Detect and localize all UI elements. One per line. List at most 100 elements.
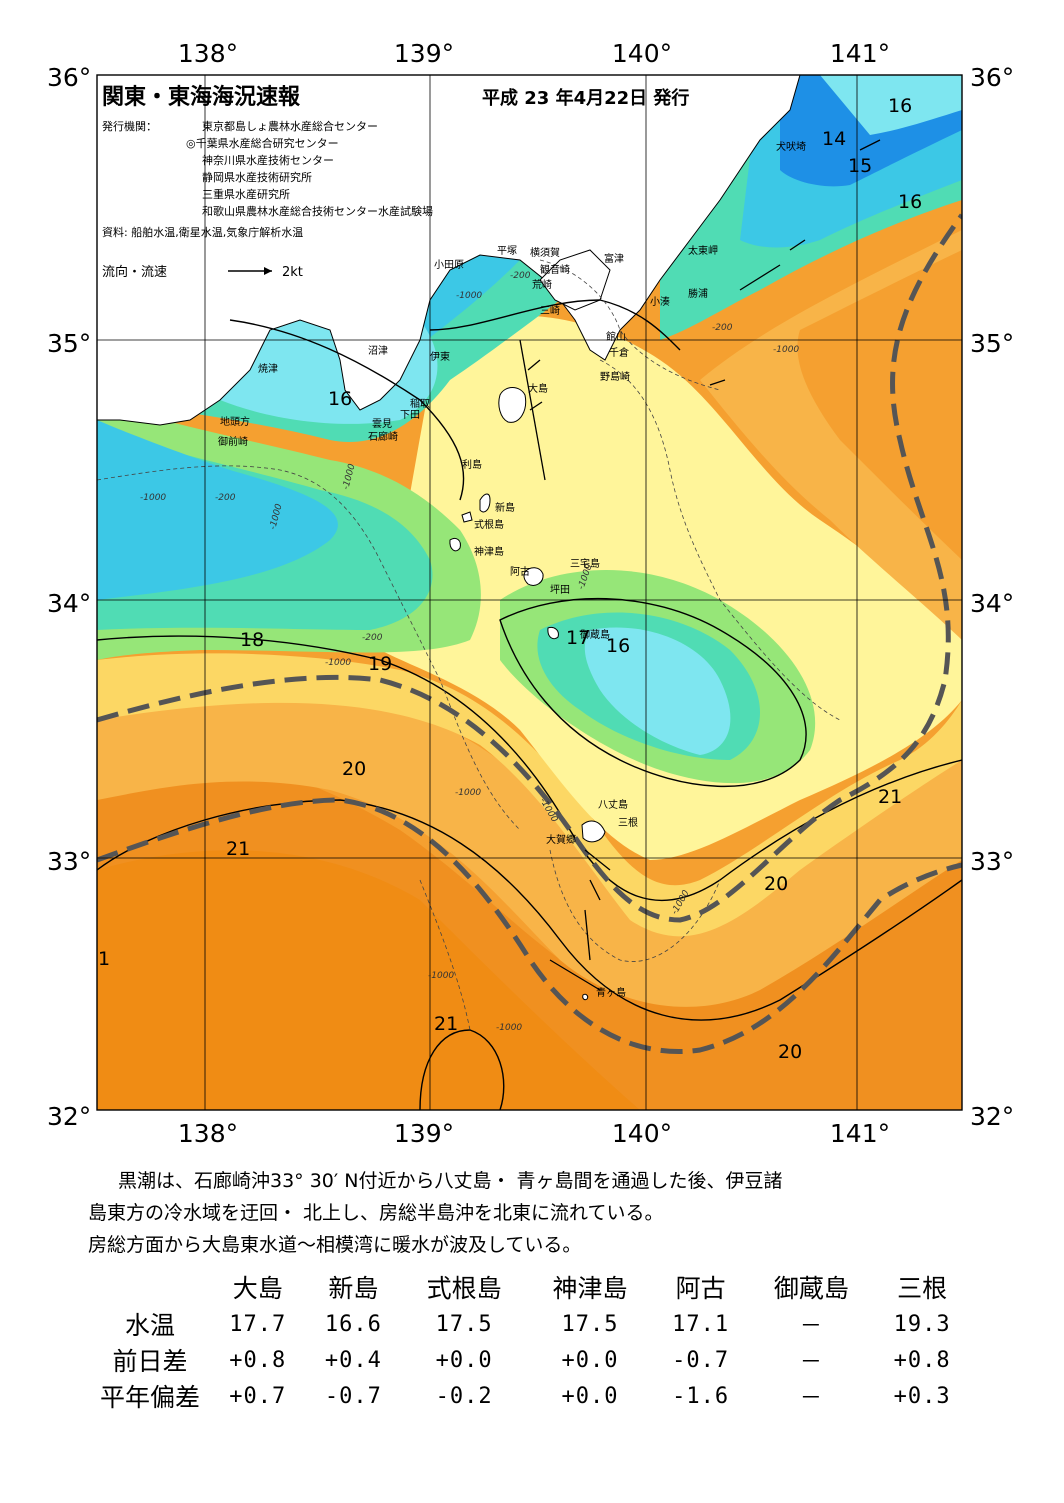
depth-label: -200 (712, 323, 733, 333)
place-names: 犬吠埼 太東岬 勝浦 小湊 富津 横須賀 観音崎 荒崎 平塚 小田原 三崎 館山… (218, 140, 806, 999)
place-label: 三根 (618, 816, 638, 829)
place-label: 下田 (400, 410, 420, 421)
place-label: 焼津 (258, 363, 278, 375)
column-header: 阿古 (675, 1274, 726, 1303)
commentary-line-3: 房総方面から大島東水道～相模湾に暖水が波及している。 (88, 1234, 582, 1256)
commentary-line-1: 黒潮は、石廊崎沖33° 30′ N付近から八丈島・ 青ヶ島間を通過した後、伊豆諸 (118, 1170, 783, 1192)
table-cell: +0.0 (561, 1347, 619, 1373)
row-header: 前日差 (112, 1347, 188, 1376)
issuer-label: 発行機関： (102, 119, 157, 133)
place-label: 犬吠埼 (776, 140, 806, 153)
lat-label-32-left: 32° (47, 1102, 91, 1131)
table-row: 平年偏差 +0.7 -0.7 -0.2 +0.0 -1.6 － +0.3 (90, 1378, 970, 1414)
table-cell: 17.5 (561, 1311, 619, 1337)
table-corner (90, 1268, 210, 1306)
lat-label-35-left: 35° (47, 329, 91, 358)
depth-label: -1000 (140, 493, 166, 503)
table-cell: － (799, 1350, 823, 1375)
lat-lon-grid (97, 75, 962, 1110)
table-cell: 19.3 (893, 1311, 951, 1337)
current-legend-label: 流向・流速 (102, 264, 167, 280)
place-label: 新島 (495, 501, 515, 514)
lat-label-36-right: 36° (970, 63, 1014, 92)
current-vectors (519, 139, 881, 991)
column-header: 三根 (897, 1274, 948, 1303)
sea-temperature-map: 138° 139° 140° 141° 138° 139° 140° 141° … (47, 39, 1014, 1148)
lat-label-32-right: 32° (970, 1102, 1014, 1131)
table-cell: +0.3 (893, 1383, 951, 1409)
kuroshio-axis (97, 213, 962, 1054)
data-sources: 資料: 船舶水温,衛星水温,気象庁解析水温 (102, 225, 303, 239)
table-cell: -0.2 (435, 1383, 493, 1409)
table-cell: +0.8 (893, 1347, 951, 1373)
column-header: 新島 (328, 1274, 379, 1303)
depth-label: -1000 (455, 788, 481, 798)
issuer-2: ◎千葉県水産総合研究センター (186, 136, 339, 150)
issuer-4: 静岡県水産技術研究所 (202, 170, 312, 184)
place-label: 横須賀 (530, 246, 560, 259)
depth-label: -1000 (773, 345, 799, 355)
column-header: 御蔵島 (773, 1274, 849, 1303)
lon-label-140-bottom: 140° (612, 1119, 672, 1148)
place-label: 太東岬 (688, 244, 718, 257)
longitude-labels: 138° 139° 140° 141° 138° 139° 140° 141° (178, 39, 890, 1148)
table-cell: -0.7 (672, 1347, 730, 1373)
isotherm-label: 16 (888, 95, 912, 117)
place-label: 坪田 (550, 583, 570, 596)
table-header-row: 大島 新島 式根島 神津島 阿古 御蔵島 三根 (90, 1268, 970, 1306)
land (97, 75, 801, 1001)
isotherms (97, 299, 962, 1110)
place-label: 石廊崎 (368, 430, 398, 443)
lon-label-140-top: 140° (612, 39, 672, 68)
place-label: 平塚 (497, 245, 517, 257)
place-label: 千倉 (609, 346, 629, 359)
table-cell: -1.6 (672, 1383, 730, 1409)
lon-label-141-bottom: 141° (830, 1119, 890, 1148)
lat-label-34-left: 34° (47, 589, 91, 618)
depth-label: -200 (510, 271, 531, 281)
lon-label-138-top: 138° (178, 39, 238, 68)
lat-label-33-right: 33° (970, 847, 1014, 876)
depth-label: -1000 (428, 971, 454, 981)
island-temperature-table: 大島 新島 式根島 神津島 阿古 御蔵島 三根 水温 17.7 16.6 17.… (90, 1268, 970, 1414)
table-cell: +0.8 (229, 1347, 287, 1373)
place-label: 八丈島 (598, 798, 628, 811)
depth-label: -1000 (325, 658, 351, 668)
map-header: 関東・東海海況速報 平成 23 年4月22日 発行 発行機関： 東京都島しょ農林… (102, 84, 689, 280)
isotherm-label: 21 (434, 1013, 458, 1035)
place-label: 利島 (462, 458, 482, 471)
isotherm-label: 16 (328, 388, 352, 410)
isotherm-label: 16 (898, 191, 922, 213)
table-cell: 16.6 (324, 1311, 382, 1337)
place-label: 三崎 (540, 304, 560, 317)
commentary-line-2: 島東方の冷水域を迂回・ 北上し、房総半島沖を北東に流れている。 (88, 1202, 664, 1224)
place-label: 地頭方 (220, 415, 250, 428)
place-label: 式根島 (474, 518, 504, 531)
depth-label: -200 (215, 493, 236, 503)
lat-label-34-right: 34° (970, 589, 1014, 618)
lon-label-139-top: 139° (394, 39, 454, 68)
table-cell: 17.5 (435, 1311, 493, 1337)
lon-label-139-bottom: 139° (394, 1119, 454, 1148)
table-cell: － (799, 1314, 823, 1339)
place-label: 雲見 (372, 418, 392, 430)
place-label: 三宅島 (570, 557, 600, 570)
lat-label-36-left: 36° (47, 63, 91, 92)
table-row: 前日差 +0.8 +0.4 +0.0 +0.0 -0.7 － +0.8 (90, 1342, 970, 1378)
depth-label: -1000 (456, 291, 482, 301)
latitude-labels: 36° 35° 34° 33° 32° 36° 35° 34° 33° 32° (47, 63, 1014, 1131)
place-label: 野島崎 (600, 370, 630, 383)
isotherm-label: 19 (368, 653, 392, 675)
map-frame (96, 74, 963, 1111)
table-cell: 17.7 (229, 1311, 287, 1337)
place-label: 稲取 (410, 398, 430, 410)
isotherm-label: 20 (764, 873, 788, 895)
depth-contours (97, 259, 841, 1031)
place-label: 小田原 (434, 259, 464, 271)
issue-date: 平成 23 年4月22日 発行 (482, 87, 689, 109)
place-label: 神津島 (474, 545, 504, 558)
isotherm-label: 20 (778, 1041, 802, 1063)
place-label: 大賀郷 (546, 833, 576, 846)
place-label: 伊東 (430, 350, 450, 363)
issuer-3: 神奈川県水産技術センター (202, 153, 334, 167)
